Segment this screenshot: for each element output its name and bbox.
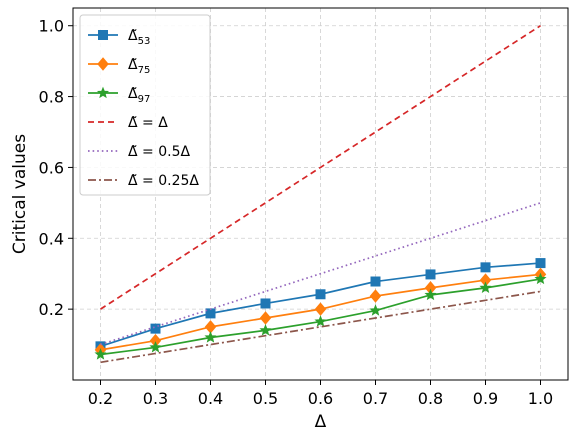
legend-label: Δ̃ = 0.5Δ — [128, 144, 190, 160]
data-point — [369, 289, 382, 303]
series-3 — [100, 24, 541, 310]
y-tick-label: 0.4 — [39, 229, 64, 248]
data-point — [314, 302, 327, 316]
data-point — [259, 324, 272, 336]
y-axis: 0.2 0.4 0.6 0.8 1.0 — [39, 17, 73, 319]
data-point — [535, 258, 546, 269]
data-point — [260, 298, 271, 309]
data-point — [479, 281, 492, 294]
data-point — [205, 308, 216, 319]
legend: Δ̃53 Δ̃75 Δ̃97 Δ̃ = Δ Δ̃ = 0.5Δ Δ̃ = 0.25Δ — [79, 14, 211, 196]
y-tick-label: 0.2 — [39, 300, 64, 319]
series-4 — [100, 202, 541, 346]
data-point — [425, 269, 436, 280]
x-tick-label: 0.5 — [253, 389, 278, 408]
legend-item: Δ̃ = Δ — [88, 115, 168, 131]
x-axis-label: Δ — [315, 412, 327, 432]
data-point — [480, 262, 491, 273]
x-tick-label: 0.3 — [143, 389, 168, 408]
data-point — [204, 331, 217, 343]
legend-box — [79, 14, 211, 196]
x-tick-label: 0.9 — [473, 389, 498, 408]
legend-label: Δ̃ = 0.25Δ — [128, 173, 199, 189]
data-point — [149, 341, 162, 353]
data-point — [534, 272, 547, 285]
legend-marker — [96, 86, 110, 99]
data-point — [424, 288, 437, 301]
legend-label: Δ̃97 — [128, 86, 150, 105]
data-point — [369, 304, 382, 316]
data-point — [204, 320, 217, 334]
data-point — [370, 276, 381, 287]
legend-marker — [97, 57, 109, 71]
data-point — [314, 315, 327, 327]
x-tick-label: 0.6 — [308, 389, 333, 408]
y-tick-label: 1.0 — [39, 17, 64, 36]
data-point — [150, 323, 161, 334]
legend-label: Δ̃ = Δ — [128, 115, 168, 131]
x-tick-label: 0.2 — [88, 389, 113, 408]
legend-item: Δ̃75 — [88, 57, 150, 76]
x-tick-label: 0.4 — [198, 389, 223, 408]
legend-label: Δ̃53 — [128, 28, 150, 47]
x-tick-label: 0.8 — [418, 389, 443, 408]
series-line — [100, 290, 541, 364]
data-point — [94, 348, 107, 360]
series-line — [100, 202, 541, 346]
series-layer — [94, 24, 547, 364]
series-2 — [94, 272, 547, 360]
legend-marker — [98, 30, 108, 40]
legend-label: Δ̃75 — [128, 57, 150, 76]
x-tick-label: 0.7 — [363, 389, 388, 408]
x-tick-label: 1.0 — [528, 389, 553, 408]
y-axis-label: Critical values — [10, 134, 30, 254]
legend-item: Δ̃53 — [88, 28, 150, 47]
legend-item: Δ̃ = 0.5Δ — [88, 144, 190, 160]
data-point — [315, 289, 326, 300]
series-5 — [100, 290, 541, 364]
data-point — [259, 311, 272, 325]
legend-item: Δ̃ = 0.25Δ — [88, 173, 199, 189]
y-tick-label: 0.8 — [39, 88, 64, 107]
y-tick-label: 0.6 — [39, 158, 64, 177]
series-line — [100, 24, 541, 310]
x-axis: 0.2 0.3 0.4 0.5 0.6 0.7 0.8 0.9 1.0 — [88, 380, 553, 408]
legend-item: Δ̃97 — [88, 86, 150, 105]
